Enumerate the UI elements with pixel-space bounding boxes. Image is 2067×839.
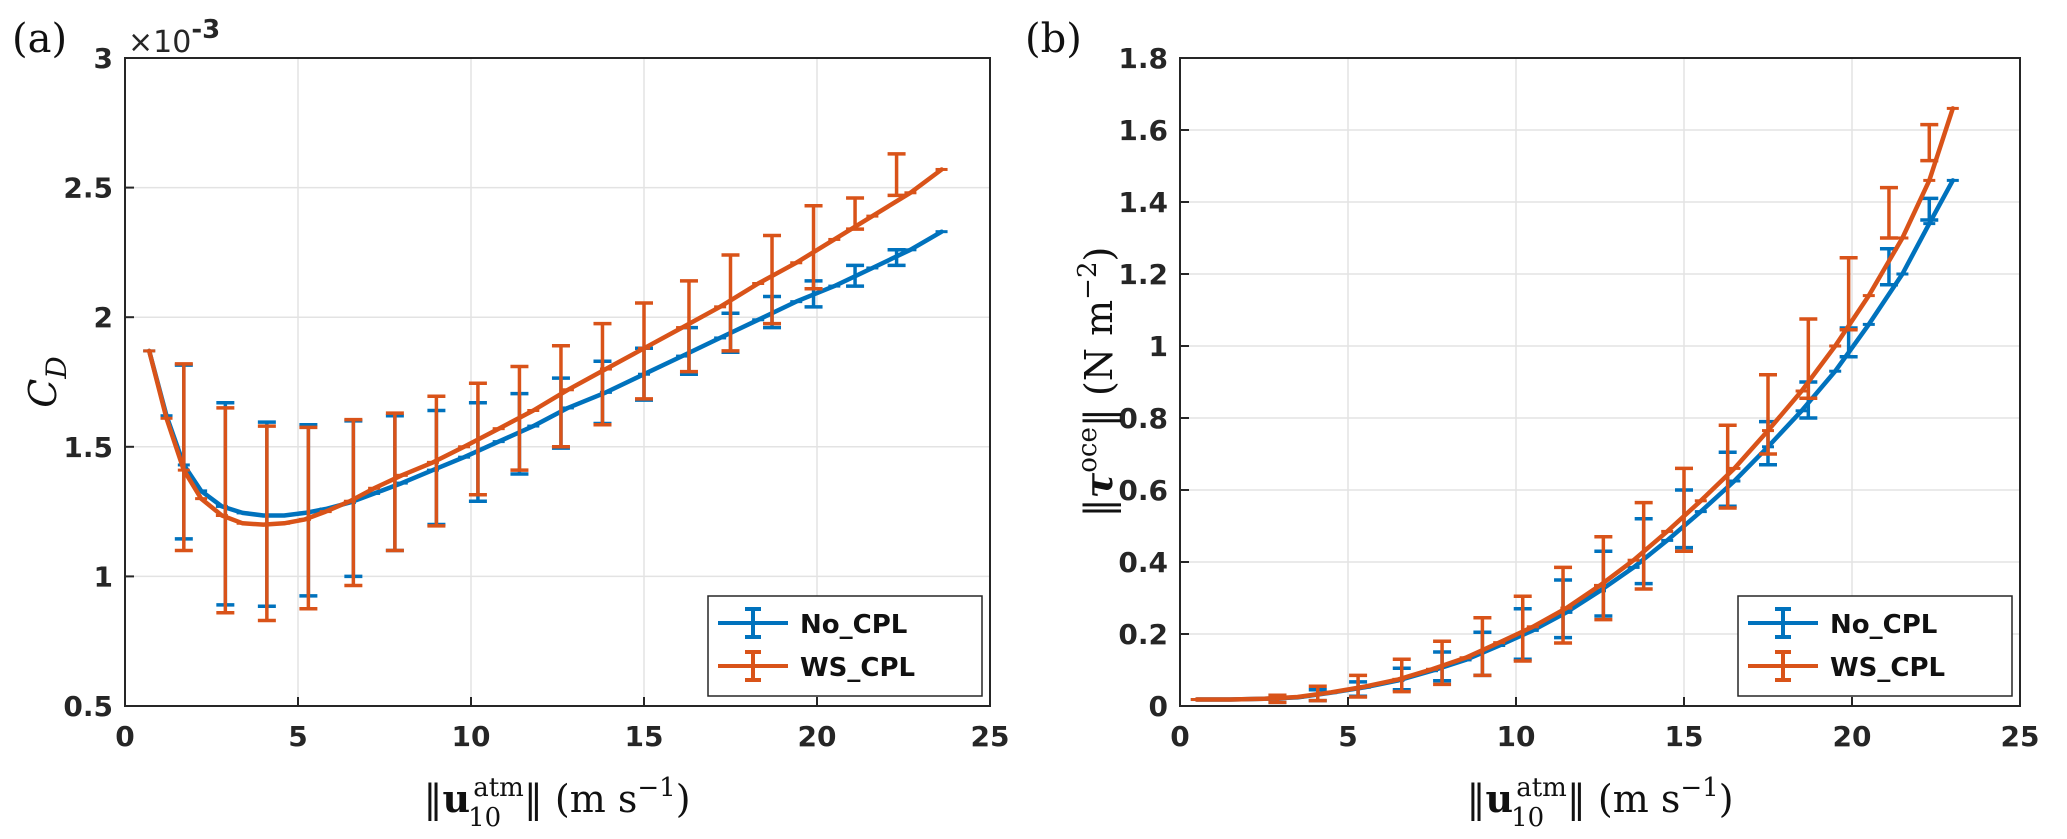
y-tick-label: 2.5 [63, 172, 113, 205]
x-axis-label-b: ‖u10atm‖ (m s−1) [1466, 773, 1733, 833]
legend-label-ws-cpl-b: WS_CPL [1830, 653, 1945, 683]
axes-box-b [1179, 57, 2021, 707]
x-tick-label: 15 [625, 720, 664, 753]
y-tick-label: 3 [94, 42, 113, 75]
x-tick-label: 0 [115, 720, 134, 753]
series-no-cpl [143, 229, 948, 608]
x-tick-labels-a: 0 5 10 15 20 25 [115, 720, 1009, 753]
y-tick-label: 0.2 [1118, 618, 1168, 651]
x-tick-labels-b: 0 5 10 15 20 25 [1170, 720, 2039, 753]
series-b [1190, 106, 1959, 705]
y-tick-label: 0.4 [1118, 546, 1168, 579]
y-tick-label: 0.5 [63, 690, 113, 723]
x-tick-label: 5 [1338, 720, 1357, 753]
y-axis-label-a: CD [21, 356, 73, 408]
y-tick-label: 1.4 [1118, 186, 1168, 219]
y-tick-labels-a: 0.5 1 1.5 2 2.5 3 [63, 42, 113, 723]
x-tick-label: 0 [1170, 720, 1189, 753]
axes-box-a [124, 57, 991, 707]
y-tick-label: 0.6 [1118, 474, 1168, 507]
y-tick-label: 2 [94, 301, 113, 334]
legend-entry-ws-cpl-a: WS_CPL [718, 650, 915, 683]
y-tick-label: 1 [1149, 330, 1168, 363]
series-line-no-cpl [146, 229, 944, 518]
series-line-ws-cpl [146, 167, 944, 527]
x-tick-label: 25 [2001, 720, 2040, 753]
x-tick-label: 25 [971, 720, 1010, 753]
legend-a: No_CPL WS_CPL [707, 595, 983, 697]
y-tick-label: 1.2 [1118, 258, 1168, 291]
series-a [143, 152, 948, 623]
y-tick-labels-b: 0 0.2 0.4 0.6 0.8 1 1.2 1.4 1.6 1.8 [1118, 42, 1168, 723]
legend-entry-ws-cpl-b: WS_CPL [1748, 650, 1945, 683]
legend-label-no-cpl-a: No_CPL [800, 610, 907, 640]
y-tick-label: 1 [94, 560, 113, 593]
x-axis-label-a: ‖u10atm‖ (m s−1) [423, 773, 690, 833]
panel-label-a: (a) [12, 16, 67, 62]
legend-b: No_CPL WS_CPL [1737, 595, 2013, 697]
panel-b: (b) 0 5 10 15 20 25 0 0.2 0.4 0.6 0.8 1 1.2 1.4 1.6 1.… [1025, 16, 2039, 833]
series-ws-cpl [143, 152, 948, 623]
y-scale-factor-a: ×10-3 [128, 15, 220, 60]
series-ws-cpl [1190, 106, 1959, 705]
y-tick-label: 1.5 [63, 431, 113, 464]
y-tick-label: 0.8 [1118, 402, 1168, 435]
legend-entry-no-cpl-b: No_CPL [1748, 607, 1937, 640]
y-axis-label-b: ‖τoce‖ (N m−2) [1073, 247, 1121, 518]
y-tick-label: 1.8 [1118, 42, 1168, 75]
x-tick-label: 20 [1833, 720, 1872, 753]
x-tick-label: 15 [1665, 720, 1704, 753]
legend-entry-no-cpl-a: No_CPL [718, 607, 907, 640]
panel-a: (a) 0 5 10 15 20 25 0.5 1 1.5 2 2.5 3 ×10-3 CD ‖u1… [12, 15, 1009, 833]
x-tick-label: 10 [1497, 720, 1536, 753]
legend-label-no-cpl-b: No_CPL [1830, 610, 1937, 640]
x-tick-label: 10 [452, 720, 491, 753]
y-tick-label: 0 [1149, 690, 1168, 723]
x-tick-label: 5 [288, 720, 307, 753]
legend-label-ws-cpl-a: WS_CPL [800, 653, 915, 683]
y-tick-label: 1.6 [1118, 114, 1168, 147]
panel-label-b: (b) [1025, 16, 1082, 62]
x-tick-label: 20 [798, 720, 837, 753]
